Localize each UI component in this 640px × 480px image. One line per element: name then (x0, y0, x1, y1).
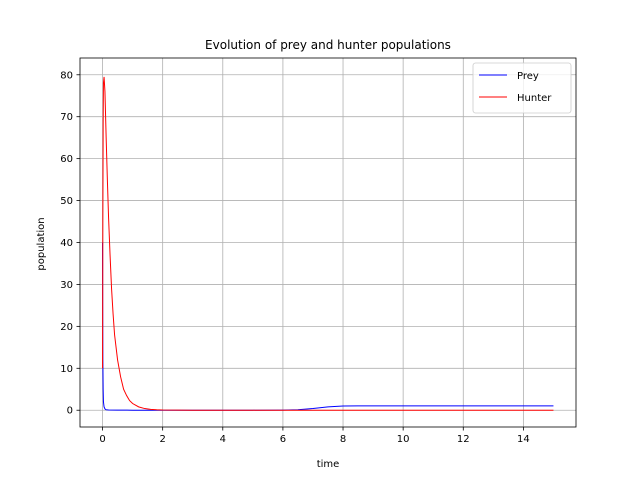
y-tick-label: 10 (60, 364, 73, 375)
y-tick-label: 70 (60, 112, 73, 123)
y-tick-label: 80 (60, 70, 73, 81)
x-axis-label: time (317, 459, 340, 470)
series-line-hunter (102, 76, 554, 411)
y-tick-label: 50 (60, 196, 73, 207)
x-tick-label: 2 (159, 434, 165, 445)
y-tick-label: 40 (60, 238, 73, 249)
x-tick-label: 6 (280, 434, 286, 445)
legend-label-prey: Prey (517, 71, 539, 82)
legend: Prey Hunter (472, 62, 572, 114)
x-tick-label: 8 (340, 434, 346, 445)
plot-area: 0 2 4 6 8 10 12 14 0 10 20 30 40 50 60 70 80 (60, 57, 577, 445)
chart-title: Evolution of prey and hunter populations (205, 38, 451, 52)
x-tick-label: 4 (220, 434, 226, 445)
legend-label-hunter: Hunter (517, 93, 552, 104)
y-tick-label: 60 (60, 154, 73, 165)
y-axis-label: population (36, 217, 47, 270)
x-tick-label: 10 (397, 434, 410, 445)
y-tick-label: 0 (67, 406, 73, 417)
x-tick-label: 0 (99, 434, 105, 445)
y-tick-label: 30 (60, 280, 73, 291)
x-tick-label: 12 (457, 434, 470, 445)
y-tick-label: 20 (60, 322, 73, 333)
x-tick-label: 14 (517, 434, 530, 445)
